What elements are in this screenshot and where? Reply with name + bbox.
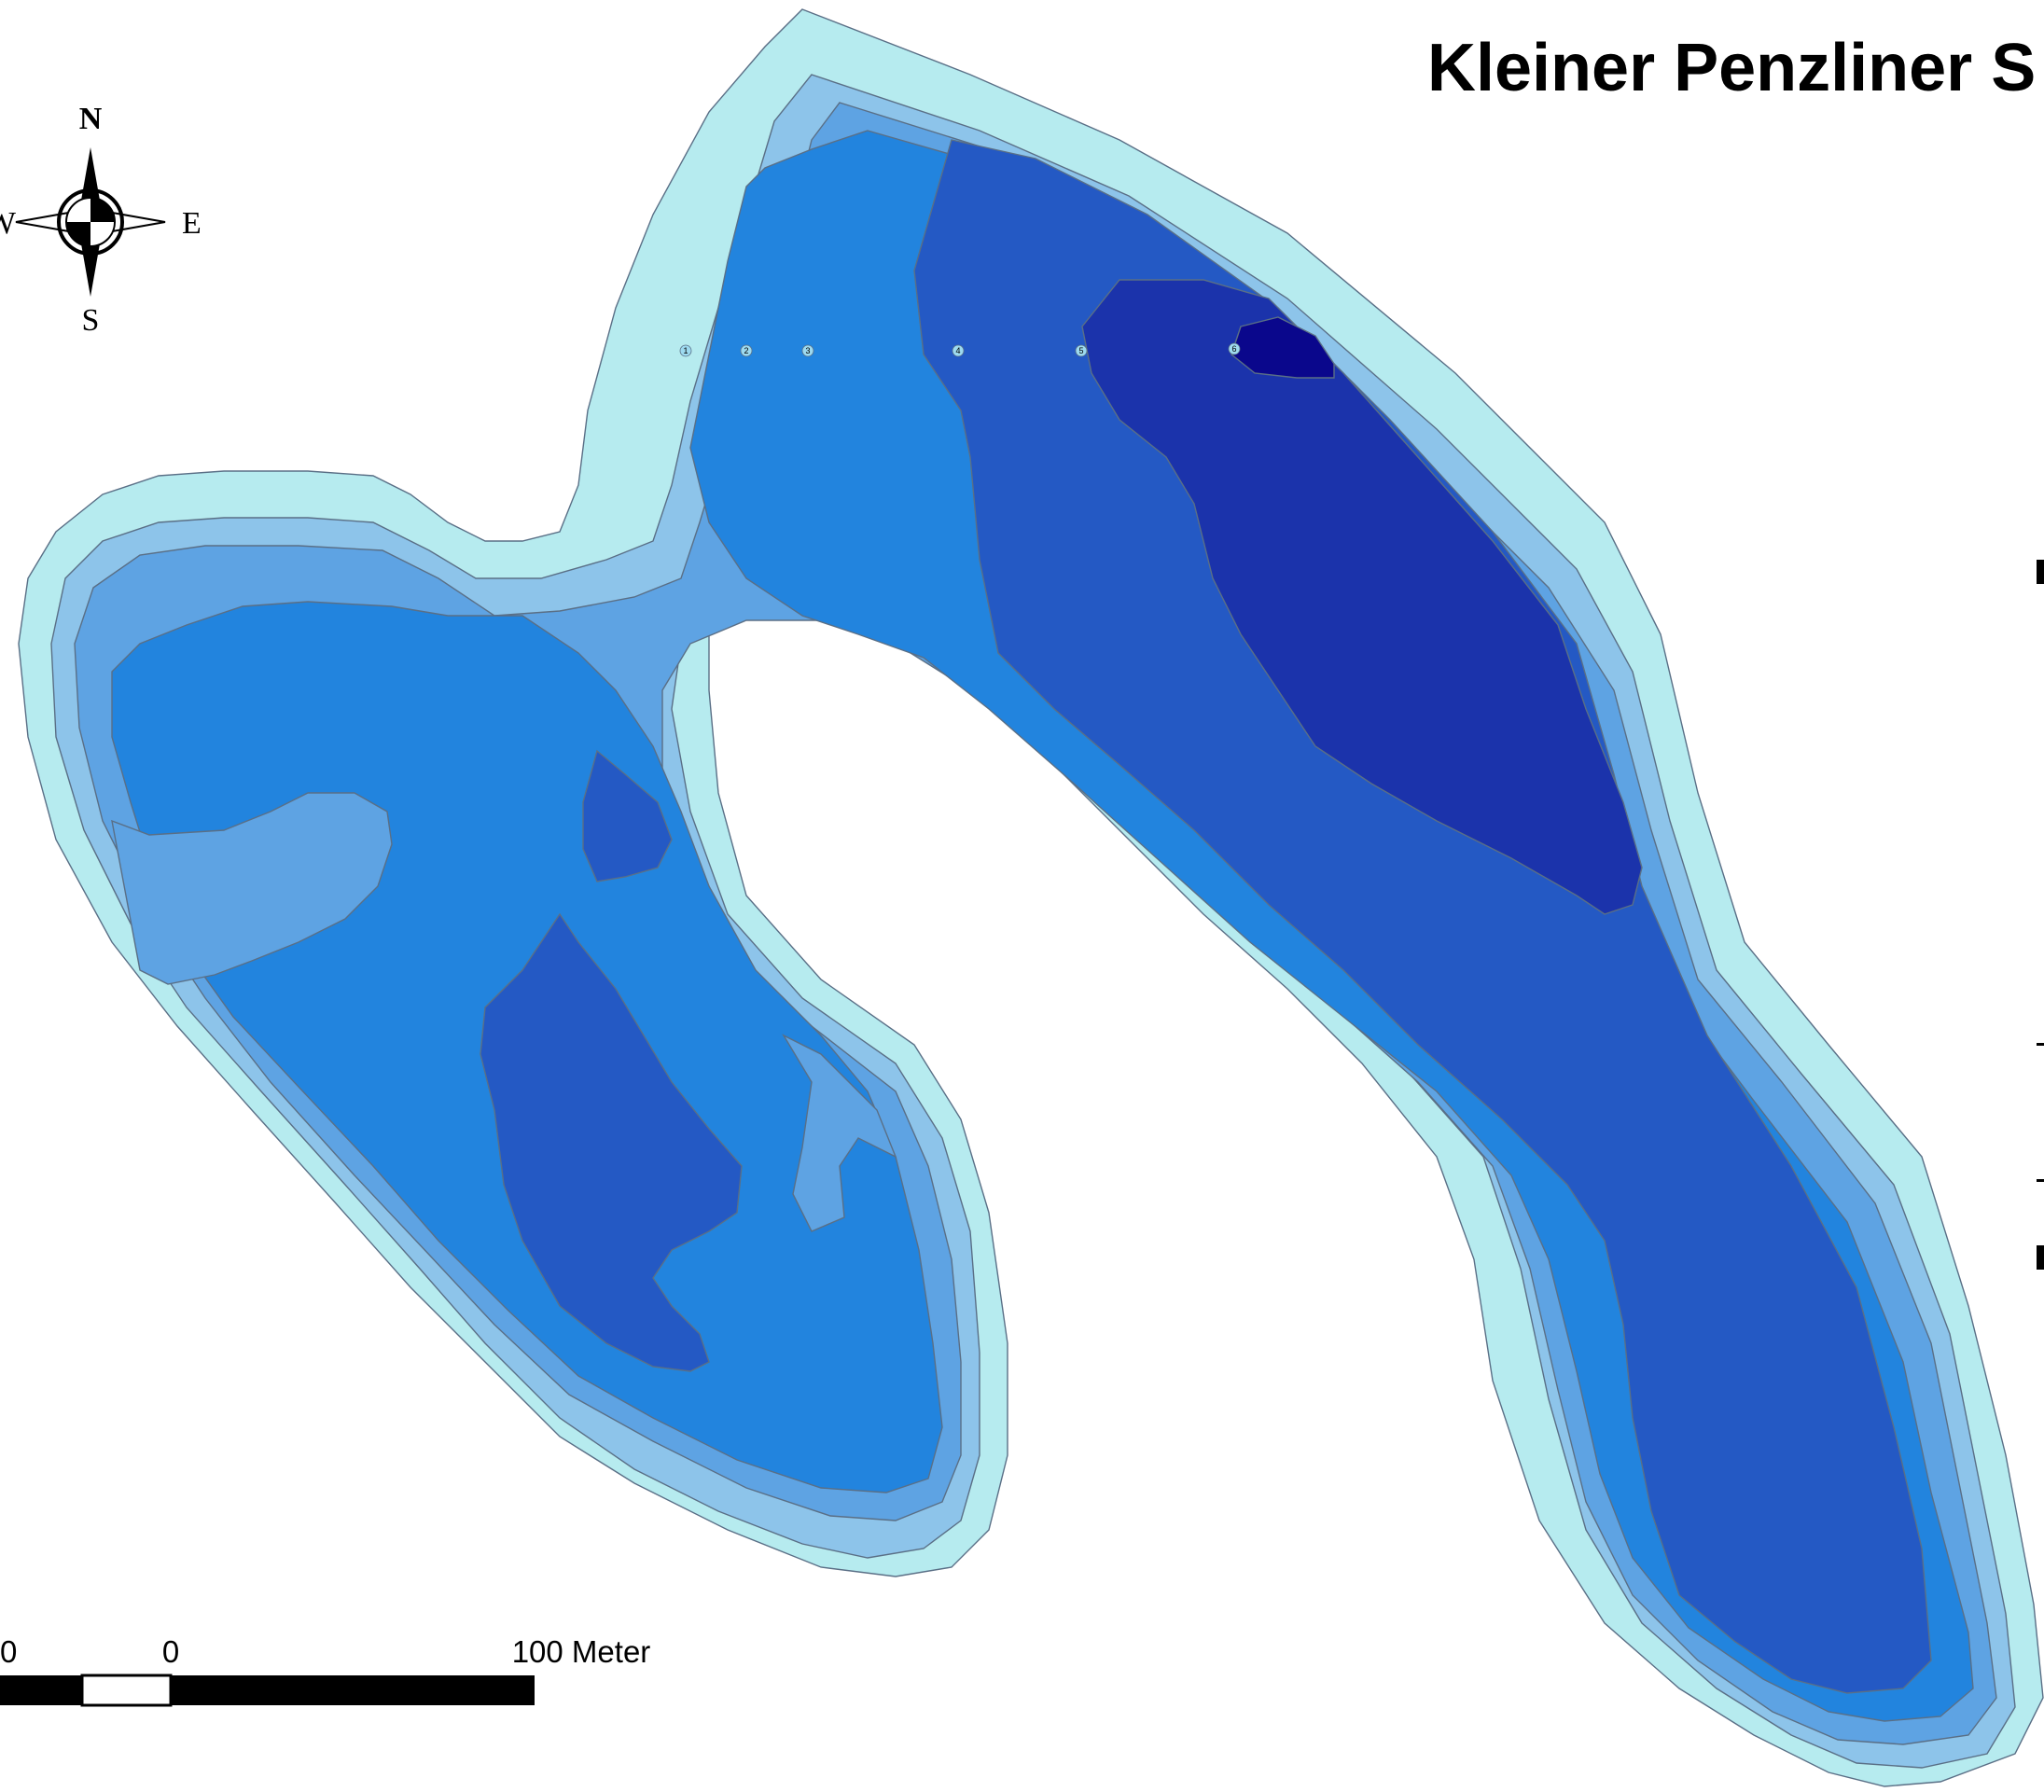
scale-bar: 0 0 100 Meter [0,1634,651,1707]
depth-zone-2-patch [782,1034,897,1232]
depth-marker-3: 3 [801,344,814,357]
scale-segment [80,1674,173,1707]
map-title: Kleiner Penzliner S [1427,31,2036,105]
depth-marker-label: 6 [1231,344,1236,354]
depth-marker-label: 3 [805,346,810,355]
depth-zone-4-west-hole [582,749,673,882]
depth-marker-5: 5 [1075,344,1088,357]
depth-marker-label: 2 [744,346,748,355]
depth-zone-4 [913,139,1932,1694]
depth-marker-1: 1 [679,344,692,357]
depth-marker-4: 4 [952,344,965,357]
north-arrow-icon: N S E W [0,102,202,338]
scale-segment [171,1675,535,1705]
depth-marker-6: 6 [1228,342,1241,355]
depth-marker-label: 5 [1078,346,1083,355]
compass-east: E [182,206,202,241]
depth-zone-4-west-main [480,912,743,1372]
scale-label-right: 100 Meter [512,1634,651,1669]
scale-label-zero: 0 [162,1634,179,1669]
depth-marker-2: 2 [740,344,753,357]
compass-south: S [82,303,100,338]
compass-west: W [0,206,17,241]
depth-zone-6 [1231,316,1335,379]
depth-markers: 1 2 3 4 5 6 [679,342,1241,357]
compass-north: N [79,102,103,136]
depth-marker-label: 4 [955,346,960,355]
depth-zone-2-patch [111,792,393,985]
scale-label-left: 0 [0,1634,17,1669]
legend-fragments [2037,560,2044,1270]
depth-marker-label: 1 [683,346,688,355]
lake-contours [18,8,2044,1787]
depth-zone-5 [1081,279,1643,915]
scale-segment [0,1675,82,1705]
